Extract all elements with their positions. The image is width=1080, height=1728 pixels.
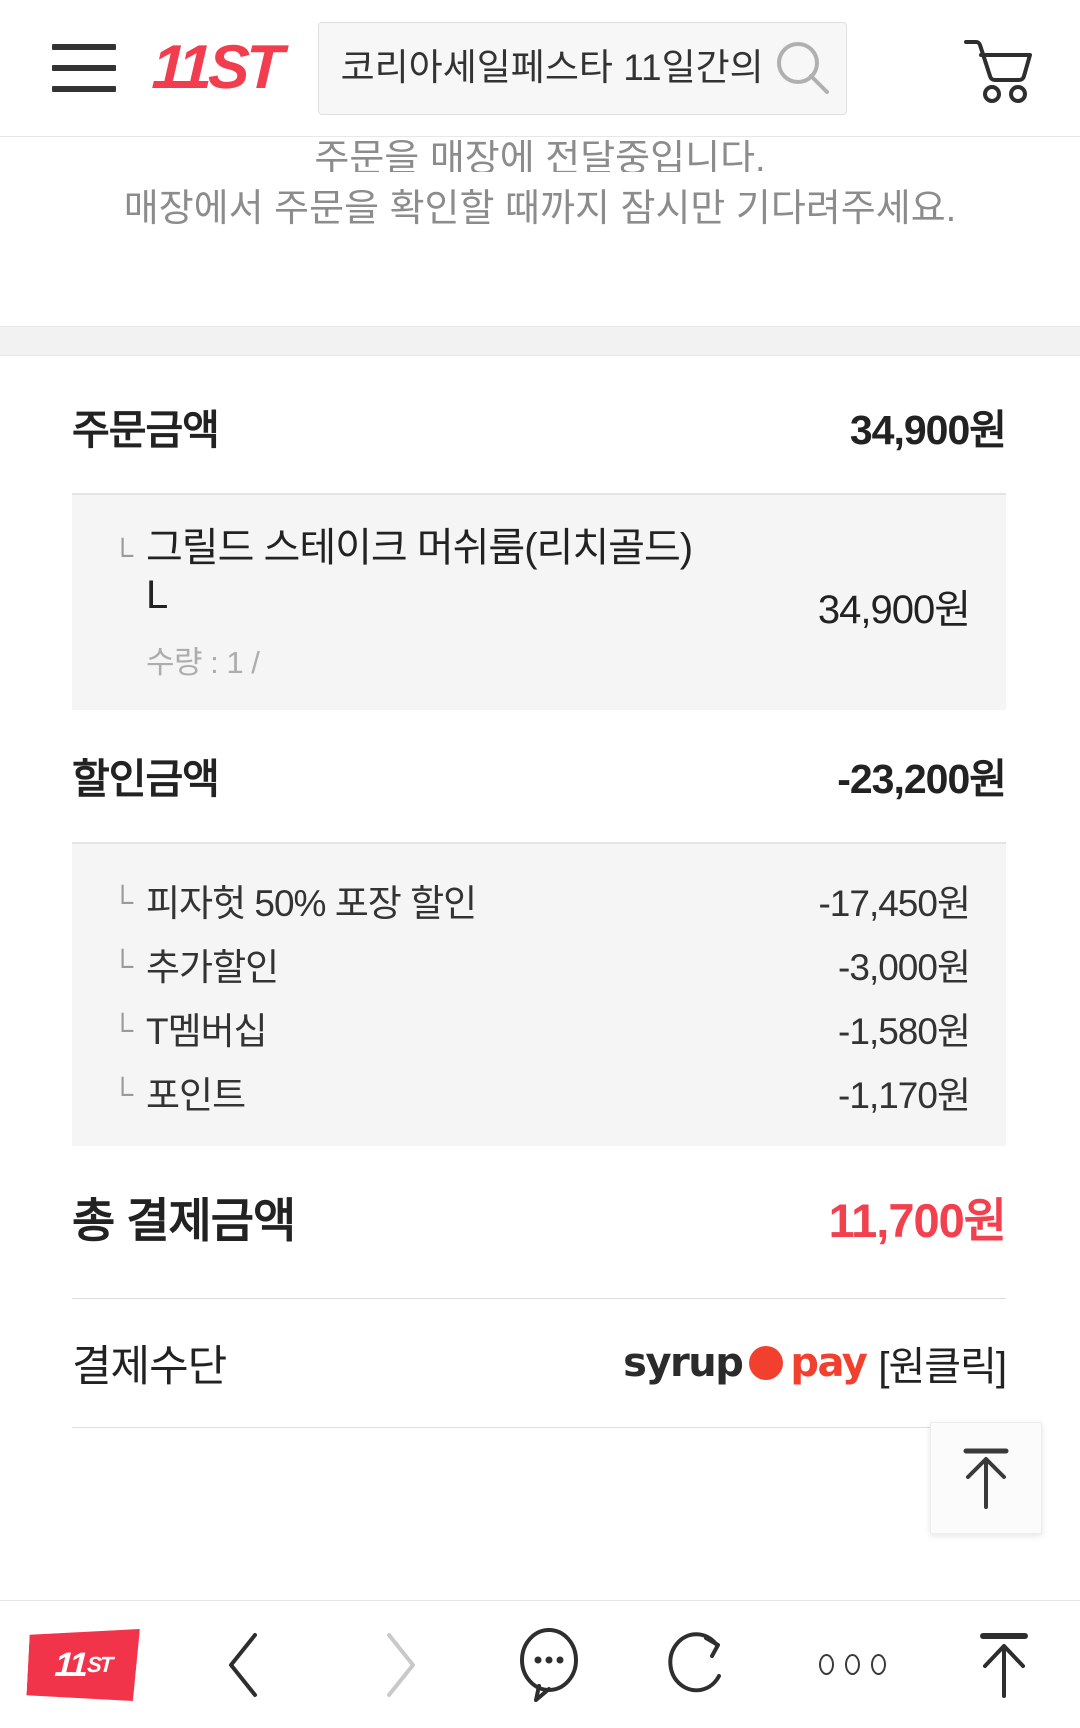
divider-line (72, 1298, 1006, 1300)
order-status-notice: 주문을 매장에 전달중입니다. 매장에서 주문을 확인할 때까지 잠시만 기다려… (0, 138, 1080, 326)
order-item-price: 34,900원 (817, 588, 971, 632)
total-amount-value: 11,700원 (828, 1193, 1007, 1247)
discount-name: T멤버십 (146, 1011, 268, 1053)
11st-logo-icon[interactable]: 11 ST (26, 1629, 140, 1701)
divider-line (72, 1427, 1006, 1429)
total-amount-row: 총 결제금액 11,700원 (0, 1170, 1080, 1262)
brand-logo[interactable]: 11ST (150, 33, 281, 102)
order-summary: 주문금액 34,900원 └ 그릴드 스테이크 머쉬룸(리치골드) L 수량 :… (0, 357, 1080, 1429)
hamburger-bar (52, 44, 116, 50)
discount-row-left: └ 피자헛 50% 포장 할인 (112, 873, 477, 927)
11st-logo-sub: ST (86, 1651, 112, 1677)
back-button[interactable] (170, 1601, 322, 1728)
order-item-option: L (146, 573, 168, 618)
tree-branch-icon: └ (112, 539, 134, 572)
discount-row-left: └ T멤버십 (112, 1001, 268, 1055)
order-amount-value: 34,900원 (849, 407, 1007, 453)
scroll-to-top-button[interactable] (930, 1422, 1042, 1534)
tree-branch-icon: └ (112, 1078, 134, 1112)
discount-row: └ 피자헛 50% 포장 할인 -17,450원 (72, 868, 1006, 932)
discount-name: 추가할인 (146, 947, 279, 989)
arrow-up-icon (980, 1632, 1029, 1698)
discount-name: 피자헛 50% 포장 할인 (146, 883, 477, 925)
more-dots-icon (819, 1654, 887, 1675)
discount-row: └ 추가할인 -3,000원 (72, 932, 1006, 996)
browser-toolbar: 11 ST (0, 1600, 1080, 1728)
11st-home-button[interactable]: 11 ST (0, 1601, 170, 1728)
discount-amount-row: 할인금액 -23,200원 (0, 732, 1080, 818)
chat-button[interactable] (473, 1601, 625, 1728)
syrup-dot-icon (749, 1346, 784, 1381)
search-icon[interactable] (760, 23, 846, 114)
chevron-left-icon (228, 1632, 257, 1697)
dot (871, 1654, 887, 1675)
order-item-name: 그릴드 스테이크 머쉬룸(리치골드) (146, 526, 693, 570)
refresh-icon (668, 1631, 721, 1692)
top-button[interactable] (928, 1601, 1080, 1728)
dot (845, 1654, 861, 1675)
hamburger-menu-icon[interactable] (52, 44, 116, 92)
forward-button[interactable] (322, 1601, 474, 1728)
discount-row-left: └ 포인트 (112, 1065, 246, 1119)
order-item-panel: └ 그릴드 스테이크 머쉬룸(리치골드) L 수량 : 1 / 34,900원 (72, 493, 1006, 711)
order-amount-label: 주문금액 (72, 407, 220, 453)
section-divider (0, 326, 1080, 356)
discount-amount-value: -23,200원 (837, 756, 1007, 803)
tree-branch-icon: └ (112, 886, 134, 920)
hamburger-bar (52, 86, 116, 92)
order-amount-row: 주문금액 34,900원 (0, 383, 1080, 469)
arrow-up-icon (963, 1448, 1009, 1509)
search-box[interactable]: 코리아세일페스타 11일간의 대 (317, 21, 847, 115)
reload-button[interactable] (625, 1601, 777, 1728)
app-header: 11ST 코리아세일페스타 11일간의 대 (0, 0, 1080, 137)
more-button[interactable] (777, 1601, 929, 1728)
11st-logo-text: 11 (53, 1645, 88, 1683)
speech-bubble-icon (520, 1627, 579, 1702)
discount-breakdown-panel: └ 피자헛 50% 포장 할인 -17,450원 └ 추가할인 -3,000원 … (72, 842, 1006, 1147)
notice-line-1: 주문을 매장에 전달중입니다. (314, 140, 766, 172)
payment-method-row: 결제수단 syrup pay [원클릭] (0, 1299, 1080, 1427)
notice-line-2: 매장에서 주문을 확인할 때까지 잠시만 기다려주세요. (123, 188, 957, 230)
chevron-right-icon (386, 1632, 415, 1697)
discount-value: -1,170원 (838, 1075, 971, 1117)
discount-row: └ 포인트 -1,170원 (72, 1060, 1006, 1124)
discount-row-left: └ 추가할인 (112, 937, 279, 991)
hamburger-bar (52, 65, 116, 71)
payment-method-value: syrup pay [원클릭] (623, 1334, 1007, 1392)
discount-amount-label: 할인금액 (72, 756, 220, 803)
pay-logo-text: pay (790, 1340, 867, 1387)
total-amount-label: 총 결제금액 (72, 1193, 296, 1247)
payment-method-label: 결제수단 (72, 1343, 227, 1392)
discount-name: 포인트 (146, 1075, 246, 1117)
order-item-body: 그릴드 스테이크 머쉬룸(리치골드) L 수량 : 1 / (146, 525, 818, 682)
order-item-row: └ 그릴드 스테이크 머쉬룸(리치골드) L 수량 : 1 / 34,900원 (72, 525, 1006, 682)
search-input[interactable]: 코리아세일페스타 11일간의 대 (340, 47, 760, 88)
payment-method-detail: [원클릭] (878, 1345, 1007, 1390)
tree-branch-icon: └ (112, 950, 134, 984)
order-item-quantity: 수량 : 1 / (146, 645, 260, 681)
discount-value: -3,000원 (838, 947, 971, 989)
cart-icon[interactable] (962, 36, 1034, 104)
dot (819, 1654, 835, 1675)
discount-value: -17,450원 (818, 883, 971, 925)
discount-value: -1,580원 (838, 1011, 971, 1053)
discount-row: └ T멤버십 -1,580원 (72, 996, 1006, 1060)
tree-branch-icon: └ (112, 1014, 134, 1048)
syrup-logo-text: syrup (623, 1340, 744, 1387)
